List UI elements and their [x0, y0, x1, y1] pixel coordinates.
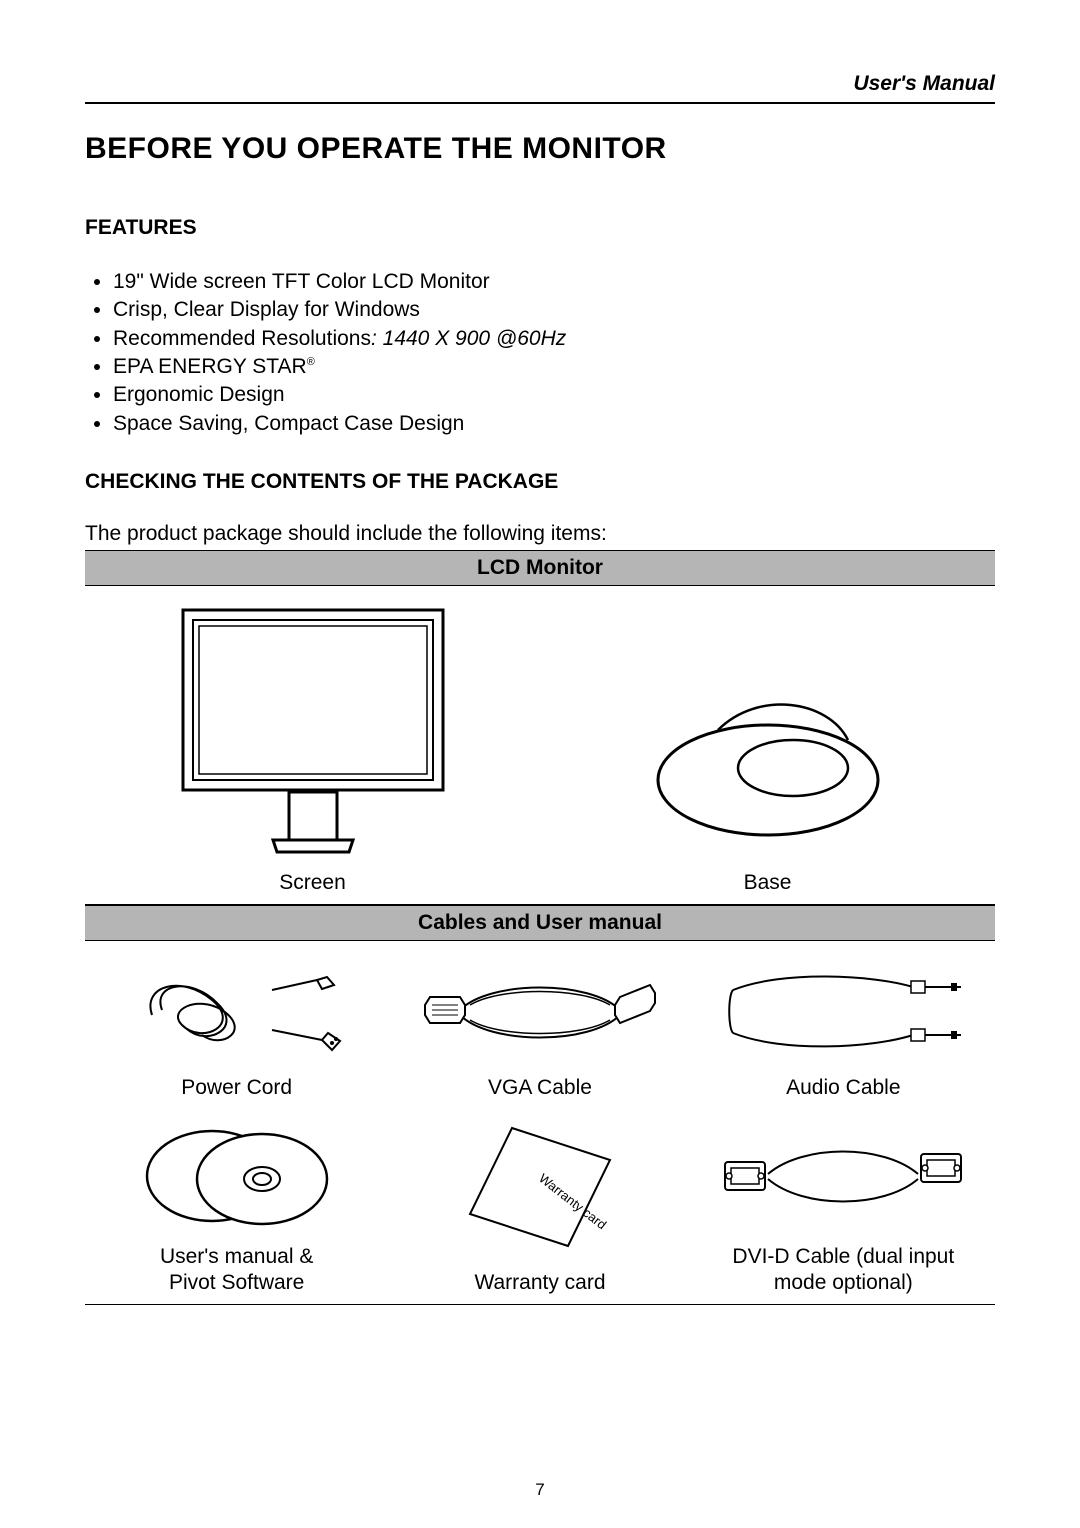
screen-label: Screen: [279, 870, 346, 896]
dvi-cable-icon: [713, 1114, 973, 1234]
power-cord-icon: [122, 955, 352, 1065]
band-cables: Cables and User manual: [85, 905, 995, 941]
audio-cable-label: Audio Cable: [786, 1075, 900, 1101]
band-lcd-monitor: LCD Monitor: [85, 550, 995, 586]
cell-dvi-cable: DVI-D Cable (dual input mode optional): [692, 1114, 995, 1297]
feature-item: EPA ENERGY STAR®: [113, 353, 995, 381]
cell-warranty-card: Warranty card Warranty card: [388, 1120, 691, 1296]
row-monitor-parts: Screen Base: [85, 586, 995, 902]
row-cables-1: Power Cord VGA Cable: [85, 941, 995, 1107]
vga-cable-label: VGA Cable: [488, 1075, 592, 1101]
header-rule: [85, 102, 995, 104]
base-label: Base: [744, 870, 792, 896]
page-title: BEFORE YOU OPERATE THE MONITOR: [85, 132, 995, 166]
power-cord-label: Power Cord: [181, 1075, 292, 1101]
header-manual-label: User's Manual: [85, 72, 995, 96]
package-intro: The product package should include the f…: [85, 522, 995, 546]
page-number: 7: [0, 1480, 1080, 1500]
vga-cable-icon: [410, 955, 670, 1065]
cell-base: Base: [540, 660, 995, 896]
feature-item: Ergonomic Design: [113, 381, 995, 409]
dvi-cable-label: DVI-D Cable (dual input mode optional): [732, 1244, 954, 1297]
cell-manual-cd: User's manual & Pivot Software: [85, 1114, 388, 1297]
manual-cd-label: User's manual & Pivot Software: [160, 1244, 313, 1297]
package-heading: CHECKING THE CONTENTS OF THE PACKAGE: [85, 470, 995, 494]
screen-icon: [163, 600, 463, 860]
feature-item: Space Saving, Compact Case Design: [113, 410, 995, 438]
features-list: 19" Wide screen TFT Color LCD Monitor Cr…: [85, 268, 995, 438]
cell-audio-cable: Audio Cable: [692, 955, 995, 1101]
warranty-card-label: Warranty card: [474, 1270, 605, 1296]
bottom-divider: [85, 1304, 995, 1305]
resolution-prefix: Recommended Resolutions: [113, 327, 371, 350]
base-icon: [638, 660, 898, 860]
cell-vga-cable: VGA Cable: [388, 955, 691, 1101]
features-heading: FEATURES: [85, 216, 995, 240]
cd-icon: [127, 1114, 347, 1234]
row-cables-2: User's manual & Pivot Software Warranty …: [85, 1108, 995, 1303]
epa-label: EPA ENERGY STAR: [113, 355, 307, 378]
feature-item: Recommended Resolutions: 1440 X 900 @60H…: [113, 325, 995, 353]
resolution-value: : 1440 X 900 @60Hz: [371, 327, 566, 350]
epa-superscript: ®: [307, 356, 315, 368]
cell-power-cord: Power Cord: [85, 955, 388, 1101]
cell-screen: Screen: [85, 600, 540, 896]
feature-item: Crisp, Clear Display for Windows: [113, 296, 995, 324]
audio-cable-icon: [713, 955, 973, 1065]
warranty-card-icon: Warranty card: [450, 1120, 630, 1260]
feature-item: 19" Wide screen TFT Color LCD Monitor: [113, 268, 995, 296]
